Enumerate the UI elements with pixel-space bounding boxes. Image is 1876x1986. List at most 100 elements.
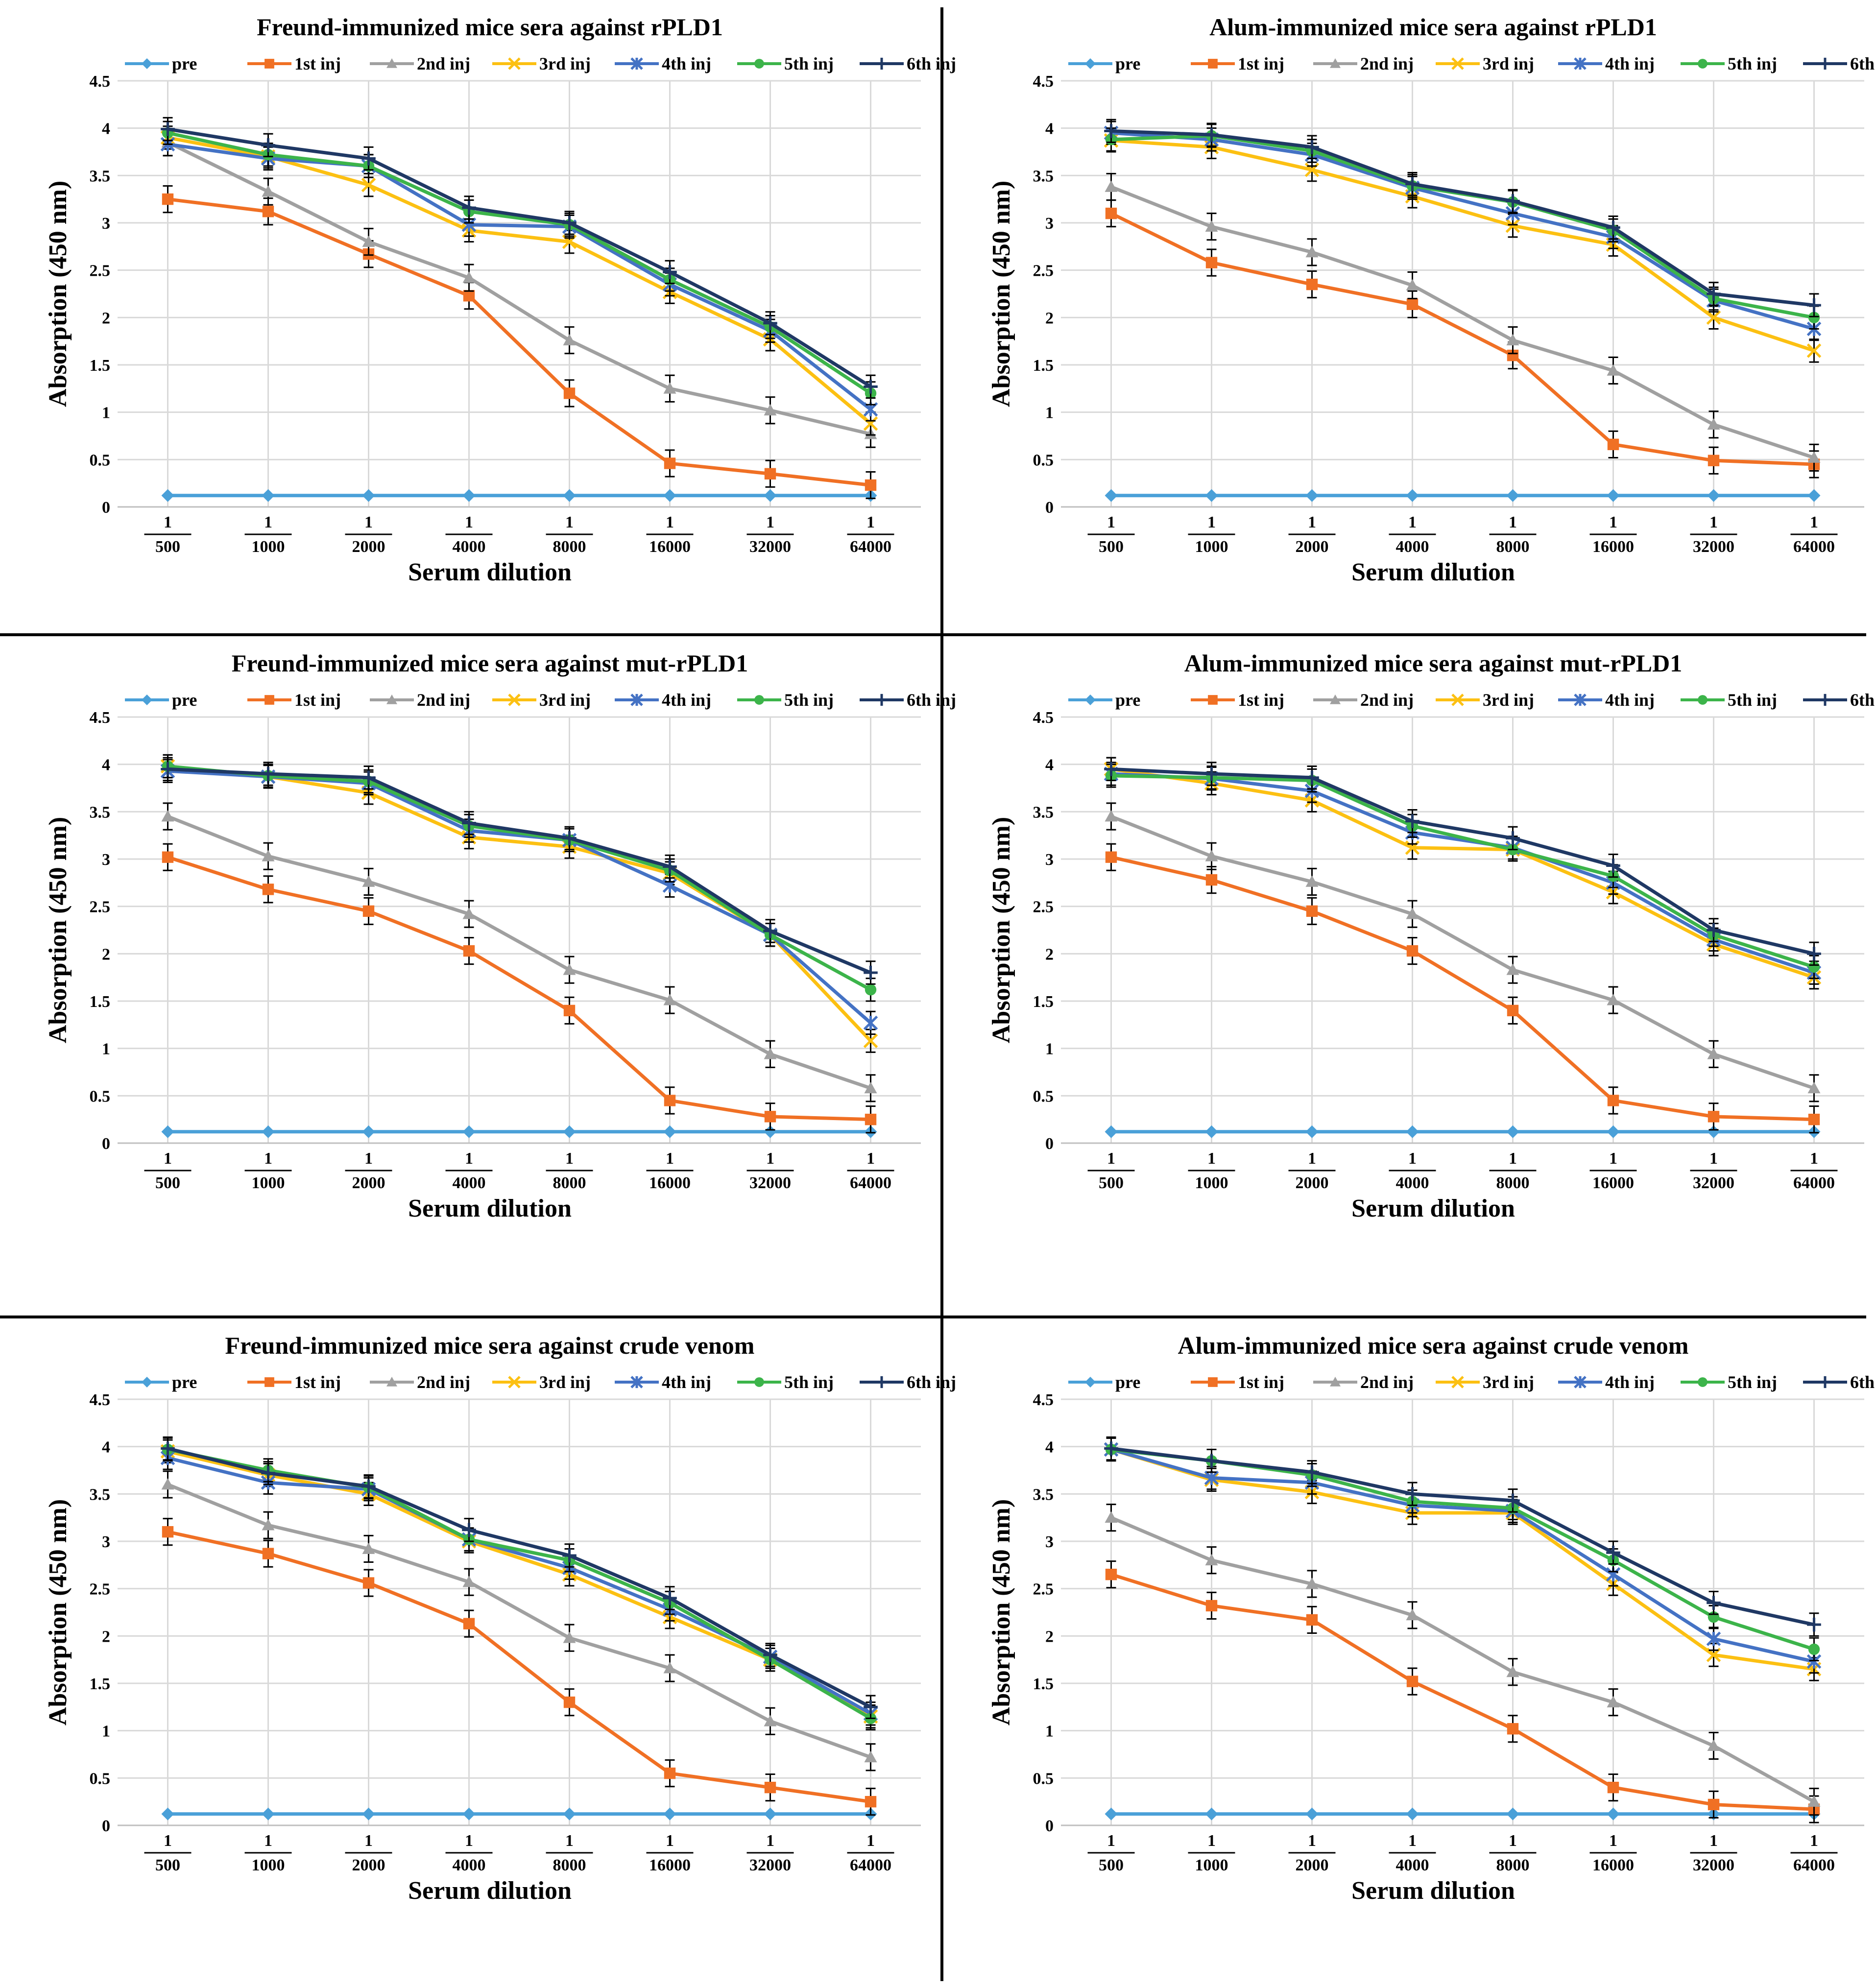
series-2nd-inj [1105, 802, 1821, 1102]
horizontal-divider-bottom [0, 1316, 1866, 1318]
y-tick-label: 3 [102, 851, 110, 869]
data-point [161, 810, 174, 822]
series-1st-inj [1105, 1560, 1820, 1823]
data-point [1707, 923, 1721, 937]
series-line [1110, 1448, 1814, 1671]
x-tick-denominator: 4000 [1396, 538, 1429, 556]
data-point [1607, 1125, 1620, 1138]
data-point [663, 382, 676, 394]
x-tick-label: 1 8000 [546, 1149, 593, 1192]
x-tick-denominator: 2000 [1296, 1174, 1329, 1192]
x-tick-label: 1 64000 [847, 513, 894, 556]
data-point [1707, 287, 1721, 301]
legend-marker-5th-inj [1698, 59, 1708, 69]
data-point [563, 489, 576, 502]
data-point [663, 489, 676, 502]
data-point [462, 489, 476, 502]
legend-label: 6th inj [1850, 1372, 1876, 1392]
data-point [1406, 1125, 1419, 1138]
x-tick-labels: 1500110001200014000180001160001320001640… [1087, 1149, 1838, 1192]
y-tick-label: 2 [1045, 945, 1054, 963]
legend-label: 2nd inj [1360, 54, 1414, 73]
y-axis-label: Absorption (450 nm) [987, 817, 1015, 1043]
data-point [1305, 1125, 1319, 1138]
legend-marker-pre [1085, 1377, 1096, 1388]
data-point [362, 1807, 375, 1820]
data-point [1105, 489, 1118, 502]
chart-svg: Alum-immunized mice sera against rPLD1 pr… [987, 13, 1876, 586]
legend-item-pre: pre [1068, 1372, 1140, 1392]
data-point [563, 1005, 576, 1017]
series-line [1111, 139, 1815, 353]
x-tick-denominator: 64000 [850, 1174, 891, 1192]
legend-marker-2nd-inj [386, 1377, 397, 1387]
legend-item-5th-inj: 5th inj [737, 54, 834, 73]
legend-marker-4th-inj [630, 57, 643, 70]
data-point [1607, 994, 1620, 1005]
x-tick-numerator: 1 [565, 513, 574, 531]
data-point [262, 206, 274, 217]
x-tick-label: 1 16000 [646, 1149, 694, 1192]
x-tick-label: 1 2000 [1288, 1832, 1336, 1874]
x-tick-numerator: 1 [1207, 513, 1216, 531]
x-tick-numerator: 1 [1810, 1832, 1818, 1850]
legend-marker-1st-inj [1208, 1377, 1218, 1387]
y-tick-label: 0.5 [1033, 1770, 1054, 1788]
series-line [167, 127, 872, 388]
data-point [663, 265, 677, 279]
data-point [1506, 1493, 1520, 1508]
legend-marker-pre [1085, 694, 1096, 705]
series-line [1110, 212, 1814, 466]
x-tick-denominator: 8000 [1496, 538, 1530, 556]
series-1st-inj [162, 185, 877, 500]
legend-label: 1st inj [294, 1372, 341, 1392]
legend-marker-4th-inj [1574, 694, 1587, 706]
y-tick-label: 0.5 [90, 451, 111, 469]
series-1st-inj [1105, 843, 1820, 1134]
data-point [1507, 1723, 1519, 1735]
data-point [362, 1125, 375, 1138]
y-tick-label: 4 [102, 1438, 110, 1457]
x-tick-denominator: 500 [155, 1174, 180, 1192]
chart-title: Alum-immunized mice sera against rPLD1 [1209, 13, 1657, 41]
legend-label: 3rd inj [539, 1372, 591, 1392]
x-tick-label: 1 16000 [1589, 1149, 1637, 1192]
series-6th-inj [1104, 1436, 1821, 1637]
y-tick-label: 3.5 [90, 1485, 111, 1504]
data-point [262, 185, 275, 197]
data-point [262, 884, 274, 895]
data-point [1807, 298, 1821, 312]
data-point [1305, 1807, 1319, 1820]
y-tick-label: 1.5 [90, 993, 111, 1011]
data-point [764, 1807, 777, 1820]
x-tick-label: 1 32000 [1690, 513, 1737, 556]
data-point [864, 1081, 877, 1094]
y-tick-label: 3.5 [1033, 167, 1054, 185]
series-line [1111, 774, 1815, 969]
series-line [167, 1530, 871, 1804]
y-axis-label: Absorption (450 nm) [44, 181, 72, 407]
legend-item-1st-inj: 1st inj [1191, 54, 1284, 73]
x-axis-label: Serum dilution [408, 1195, 572, 1222]
series-line [1110, 855, 1814, 1122]
chart-title: Freund-immunized mice sera against crude… [225, 1332, 755, 1359]
series-line [1111, 767, 1815, 979]
series-line [167, 131, 872, 395]
legend-marker-pre [142, 1377, 152, 1388]
gridlines [118, 80, 921, 508]
legend-marker-4th-inj [630, 694, 643, 706]
x-tick-numerator: 1 [565, 1149, 574, 1168]
x-tick-label: 1 4000 [1389, 513, 1436, 556]
data-point [1204, 1454, 1219, 1468]
x-tick-label: 1 8000 [546, 1832, 593, 1874]
data-point [1205, 874, 1218, 886]
legend-marker-6th-inj [1819, 1376, 1831, 1388]
y-tick-label: 1.5 [90, 1675, 111, 1693]
legend-marker-1st-inj [1208, 59, 1218, 69]
legend-label: 1st inj [294, 54, 341, 73]
legend-label: 4th inj [662, 690, 711, 710]
data-point [764, 1111, 776, 1123]
series-group [1104, 119, 1822, 502]
data-point [1506, 194, 1520, 208]
